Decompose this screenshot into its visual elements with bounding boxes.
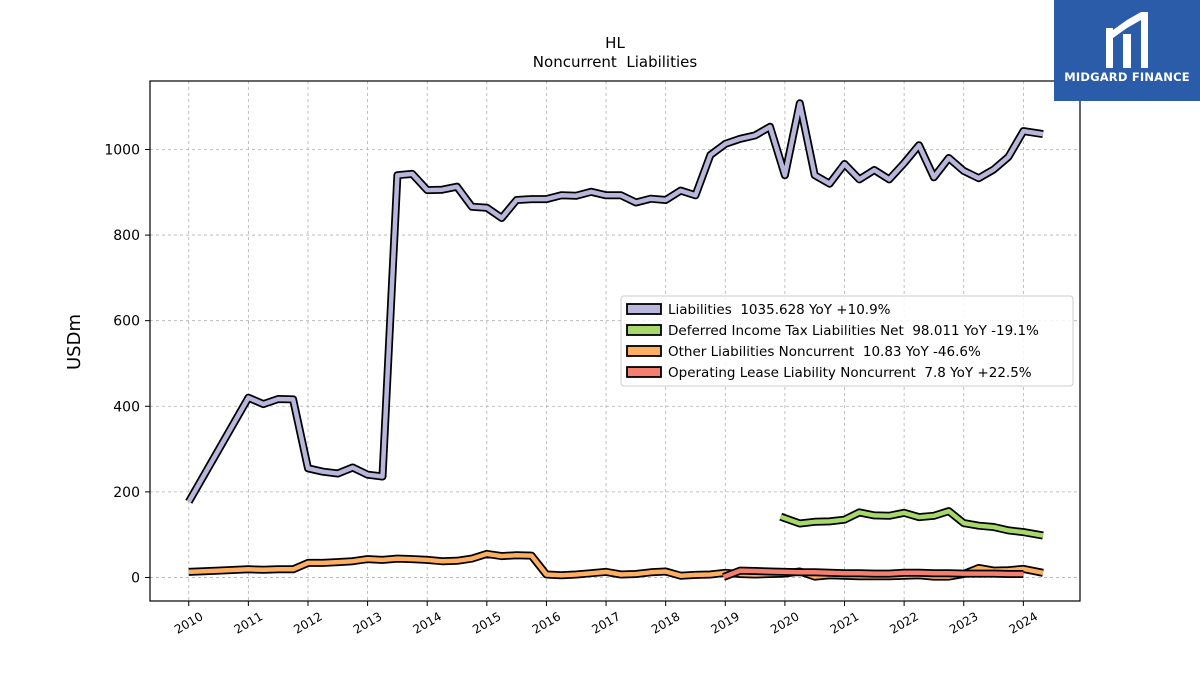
x-tick-label: 2024 <box>1007 609 1040 636</box>
y-tick-label: 200 <box>113 485 140 501</box>
x-tick-label: 2018 <box>649 609 682 636</box>
y-tick-label: 400 <box>113 399 140 415</box>
x-tick-label: 2010 <box>172 609 205 636</box>
x-tick-label: 2023 <box>947 609 980 636</box>
legend: Liabilities 1035.628 YoY +10.9% Deferred … <box>620 295 1074 387</box>
y-tick-label: 800 <box>113 228 140 244</box>
legend-swatch <box>626 366 662 378</box>
series-line-2 <box>779 507 1044 540</box>
x-tick-label: 2016 <box>530 609 563 636</box>
legend-label: Operating Lease Liability Noncurrent 7.8… <box>668 365 1032 381</box>
brand-mark-icon <box>1106 12 1148 68</box>
series-line-1 <box>185 99 1044 504</box>
series-stroke <box>722 568 1024 580</box>
y-tick-label: 600 <box>113 314 140 330</box>
legend-swatch <box>626 345 662 357</box>
chart-title: HL <box>605 34 625 52</box>
x-tick-label: 2022 <box>887 609 920 636</box>
brand-logo-text: MIDGARD FINANCE <box>1064 70 1190 84</box>
x-tick-label: 2015 <box>470 609 503 636</box>
series-lines <box>185 99 1044 581</box>
x-tick-label: 2021 <box>828 609 861 636</box>
legend-label: Deferred Income Tax Liabilities Net 98.0… <box>668 323 1039 339</box>
chart-subtitle: Noncurrent Liabilities <box>533 53 698 71</box>
x-axis-ticks: 2010 2011 2012 2013 2014 2015 2016 2017 2018 2019… <box>172 601 1040 637</box>
legend-box <box>620 295 1074 387</box>
y-axis-label: USDm <box>64 314 85 370</box>
x-tick-label: 2013 <box>351 609 384 636</box>
legend-swatch <box>626 324 662 336</box>
y-tick-label: 1000 <box>104 142 140 158</box>
brand-logo: MIDGARD FINANCE <box>1054 0 1200 101</box>
x-tick-label: 2011 <box>232 609 265 636</box>
x-tick-label: 2020 <box>768 609 801 636</box>
x-tick-label: 2017 <box>589 609 622 636</box>
y-axis-ticks: 0 200 400 600 800 1000 <box>104 142 150 586</box>
series-stroke <box>779 508 1044 538</box>
x-tick-label: 2019 <box>709 609 742 636</box>
y-tick-label: 0 <box>131 570 140 586</box>
series-stroke <box>186 101 1044 503</box>
legend-swatch <box>626 303 662 315</box>
x-tick-label: 2012 <box>291 609 324 636</box>
plot-frame <box>149 80 1081 602</box>
legend-label: Liabilities 1035.628 YoY +10.9% <box>668 302 891 318</box>
x-tick-label: 2014 <box>410 609 443 636</box>
series-line-4 <box>722 566 1024 581</box>
legend-label: Other Liabilities Noncurrent 10.83 YoY -… <box>668 344 981 360</box>
